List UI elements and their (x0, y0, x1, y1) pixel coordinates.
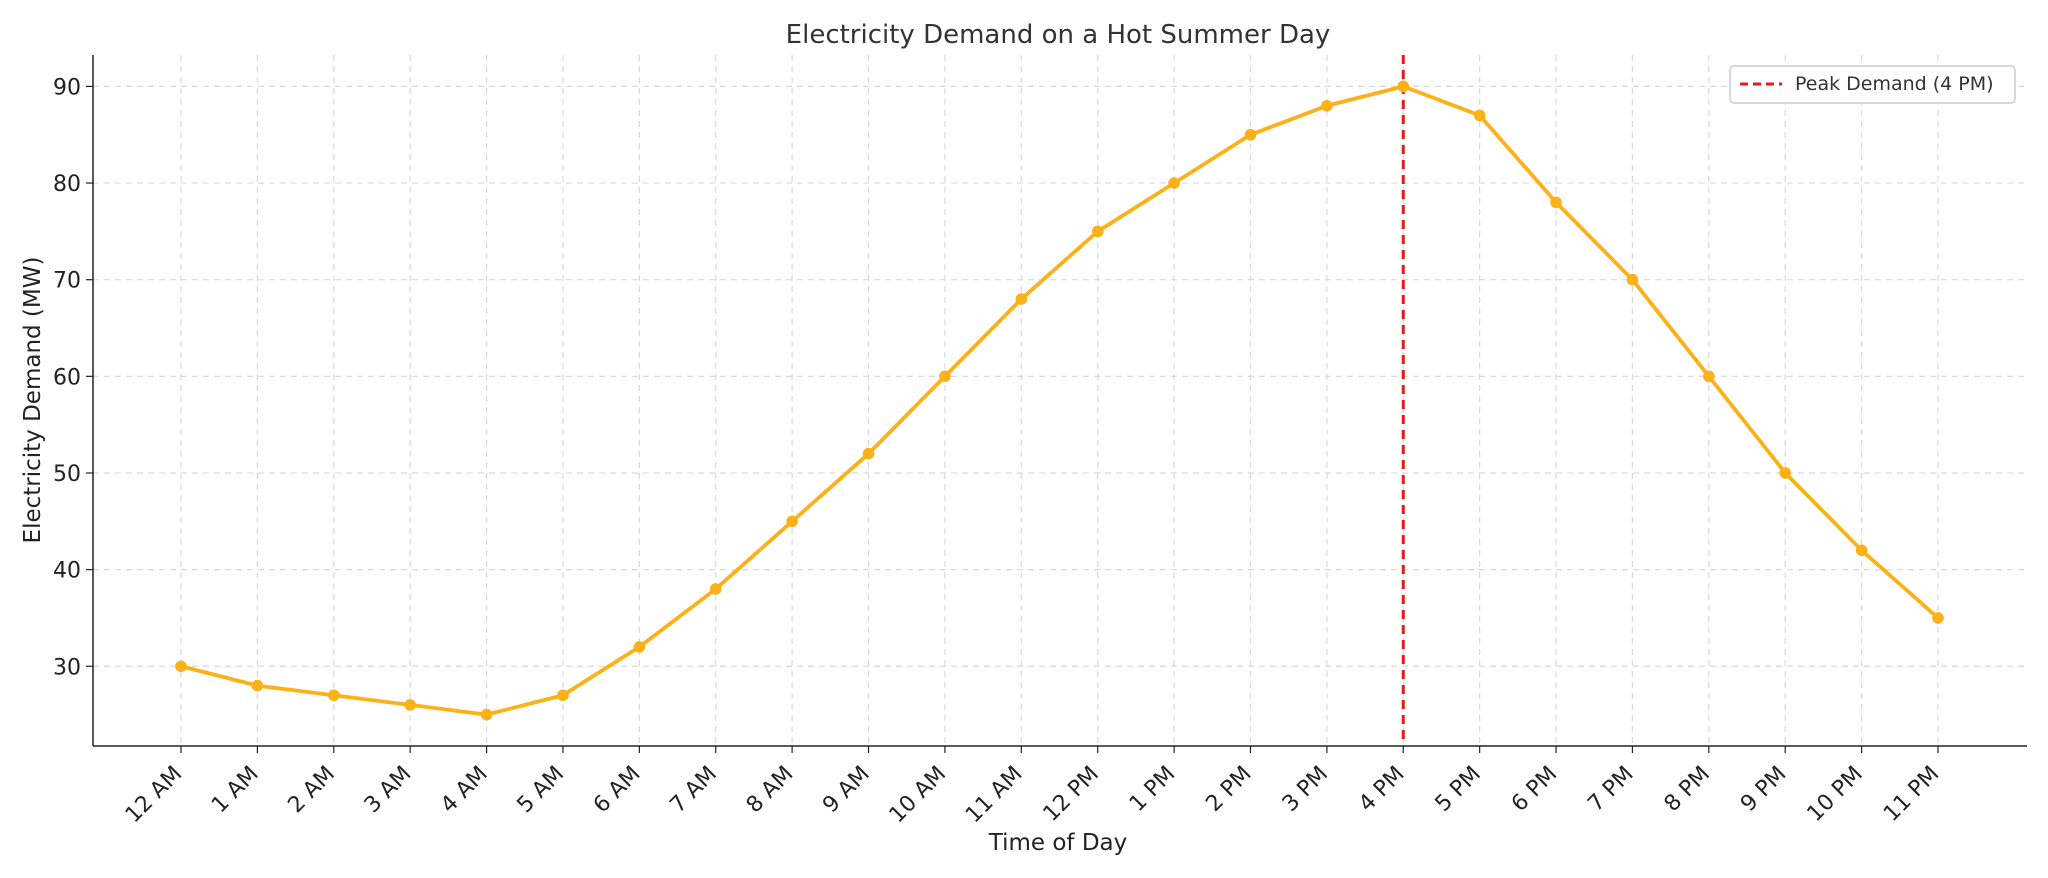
data-point (557, 689, 569, 702)
data-point (1473, 109, 1486, 122)
data-point (786, 515, 798, 528)
y-tick-label: 40 (53, 559, 81, 584)
series-electricity-demand (175, 80, 1944, 721)
data-point (1626, 273, 1639, 286)
grid-lines (93, 55, 2027, 746)
legend-box (1729, 65, 2016, 104)
data-point (709, 583, 722, 595)
y-tick-label: 30 (53, 655, 81, 680)
x-tick-label: 1 AM (207, 762, 264, 819)
data-point (1015, 293, 1028, 305)
data-point (1779, 467, 1792, 479)
data-point (1168, 177, 1180, 189)
x-axis-label: Time of Day (988, 830, 1128, 856)
data-point (862, 447, 875, 460)
data-point (1397, 80, 1410, 93)
data-point (404, 699, 416, 711)
x-tick-label: 4 AM (436, 762, 493, 819)
data-point (480, 708, 493, 721)
x-tick-label: 3 AM (360, 762, 417, 819)
x-tick-label: 5 AM (513, 762, 570, 819)
data-point (633, 641, 646, 653)
x-tick-label: 6 AM (589, 762, 646, 819)
x-tick-label: 1 PM (1125, 762, 1180, 817)
data-point (327, 689, 340, 702)
data-point (1321, 99, 1333, 112)
data-point (1091, 225, 1104, 238)
y-tick-label: 90 (53, 75, 81, 100)
series-line (179, 84, 1940, 717)
x-tick-label: 9 PM (1736, 762, 1791, 817)
data-point (1244, 128, 1257, 141)
axes (92, 55, 2027, 747)
x-tick-label: 3 PM (1278, 762, 1333, 817)
x-tick-label: 9 AM (818, 762, 875, 819)
y-axis-ticks: 30 40 50 60 70 80 90 (53, 75, 93, 680)
x-tick-label: 12 PM (1039, 762, 1104, 827)
y-tick-label: 50 (53, 462, 81, 487)
x-tick-label: 11 AM (961, 762, 1027, 828)
data-point (939, 370, 951, 383)
x-tick-label: 6 PM (1507, 762, 1562, 817)
y-tick-label: 60 (53, 365, 81, 390)
x-tick-label: 7 AM (665, 762, 722, 819)
legend-label-peak-demand: Peak Demand (4 PM) (1795, 73, 1994, 95)
data-point (251, 679, 264, 692)
x-tick-label: 11 PM (1879, 762, 1944, 827)
x-tick-label: 2 PM (1201, 762, 1256, 817)
data-point (1550, 196, 1562, 209)
x-axis-ticks: 12 AM 1 AM 2 AM 3 AM 4 AM 5 AM 6 AM 7 AM 8 AM 9 A… (121, 746, 1944, 828)
x-tick-label: 4 PM (1354, 762, 1409, 817)
legend: Peak Demand (4 PM) (1729, 65, 2016, 104)
x-tick-label: 8 PM (1660, 762, 1715, 817)
data-point (175, 660, 187, 673)
x-tick-label: 12 AM (121, 762, 187, 828)
y-tick-label: 80 (53, 172, 81, 197)
data-point (1703, 370, 1715, 383)
x-tick-label: 7 PM (1583, 762, 1638, 817)
data-point (1855, 544, 1868, 557)
x-tick-label: 2 AM (283, 762, 340, 819)
data-point (1932, 612, 1944, 624)
x-tick-label: 10 PM (1803, 762, 1868, 827)
x-tick-label: 10 AM (885, 762, 951, 828)
y-axis-label: Electricity Demand (MW) (20, 257, 46, 544)
chart-title: Electricity Demand on a Hot Summer Day (786, 20, 1331, 50)
x-tick-label: 8 AM (742, 762, 799, 819)
y-tick-label: 70 (53, 269, 81, 294)
x-tick-label: 5 PM (1431, 762, 1486, 817)
